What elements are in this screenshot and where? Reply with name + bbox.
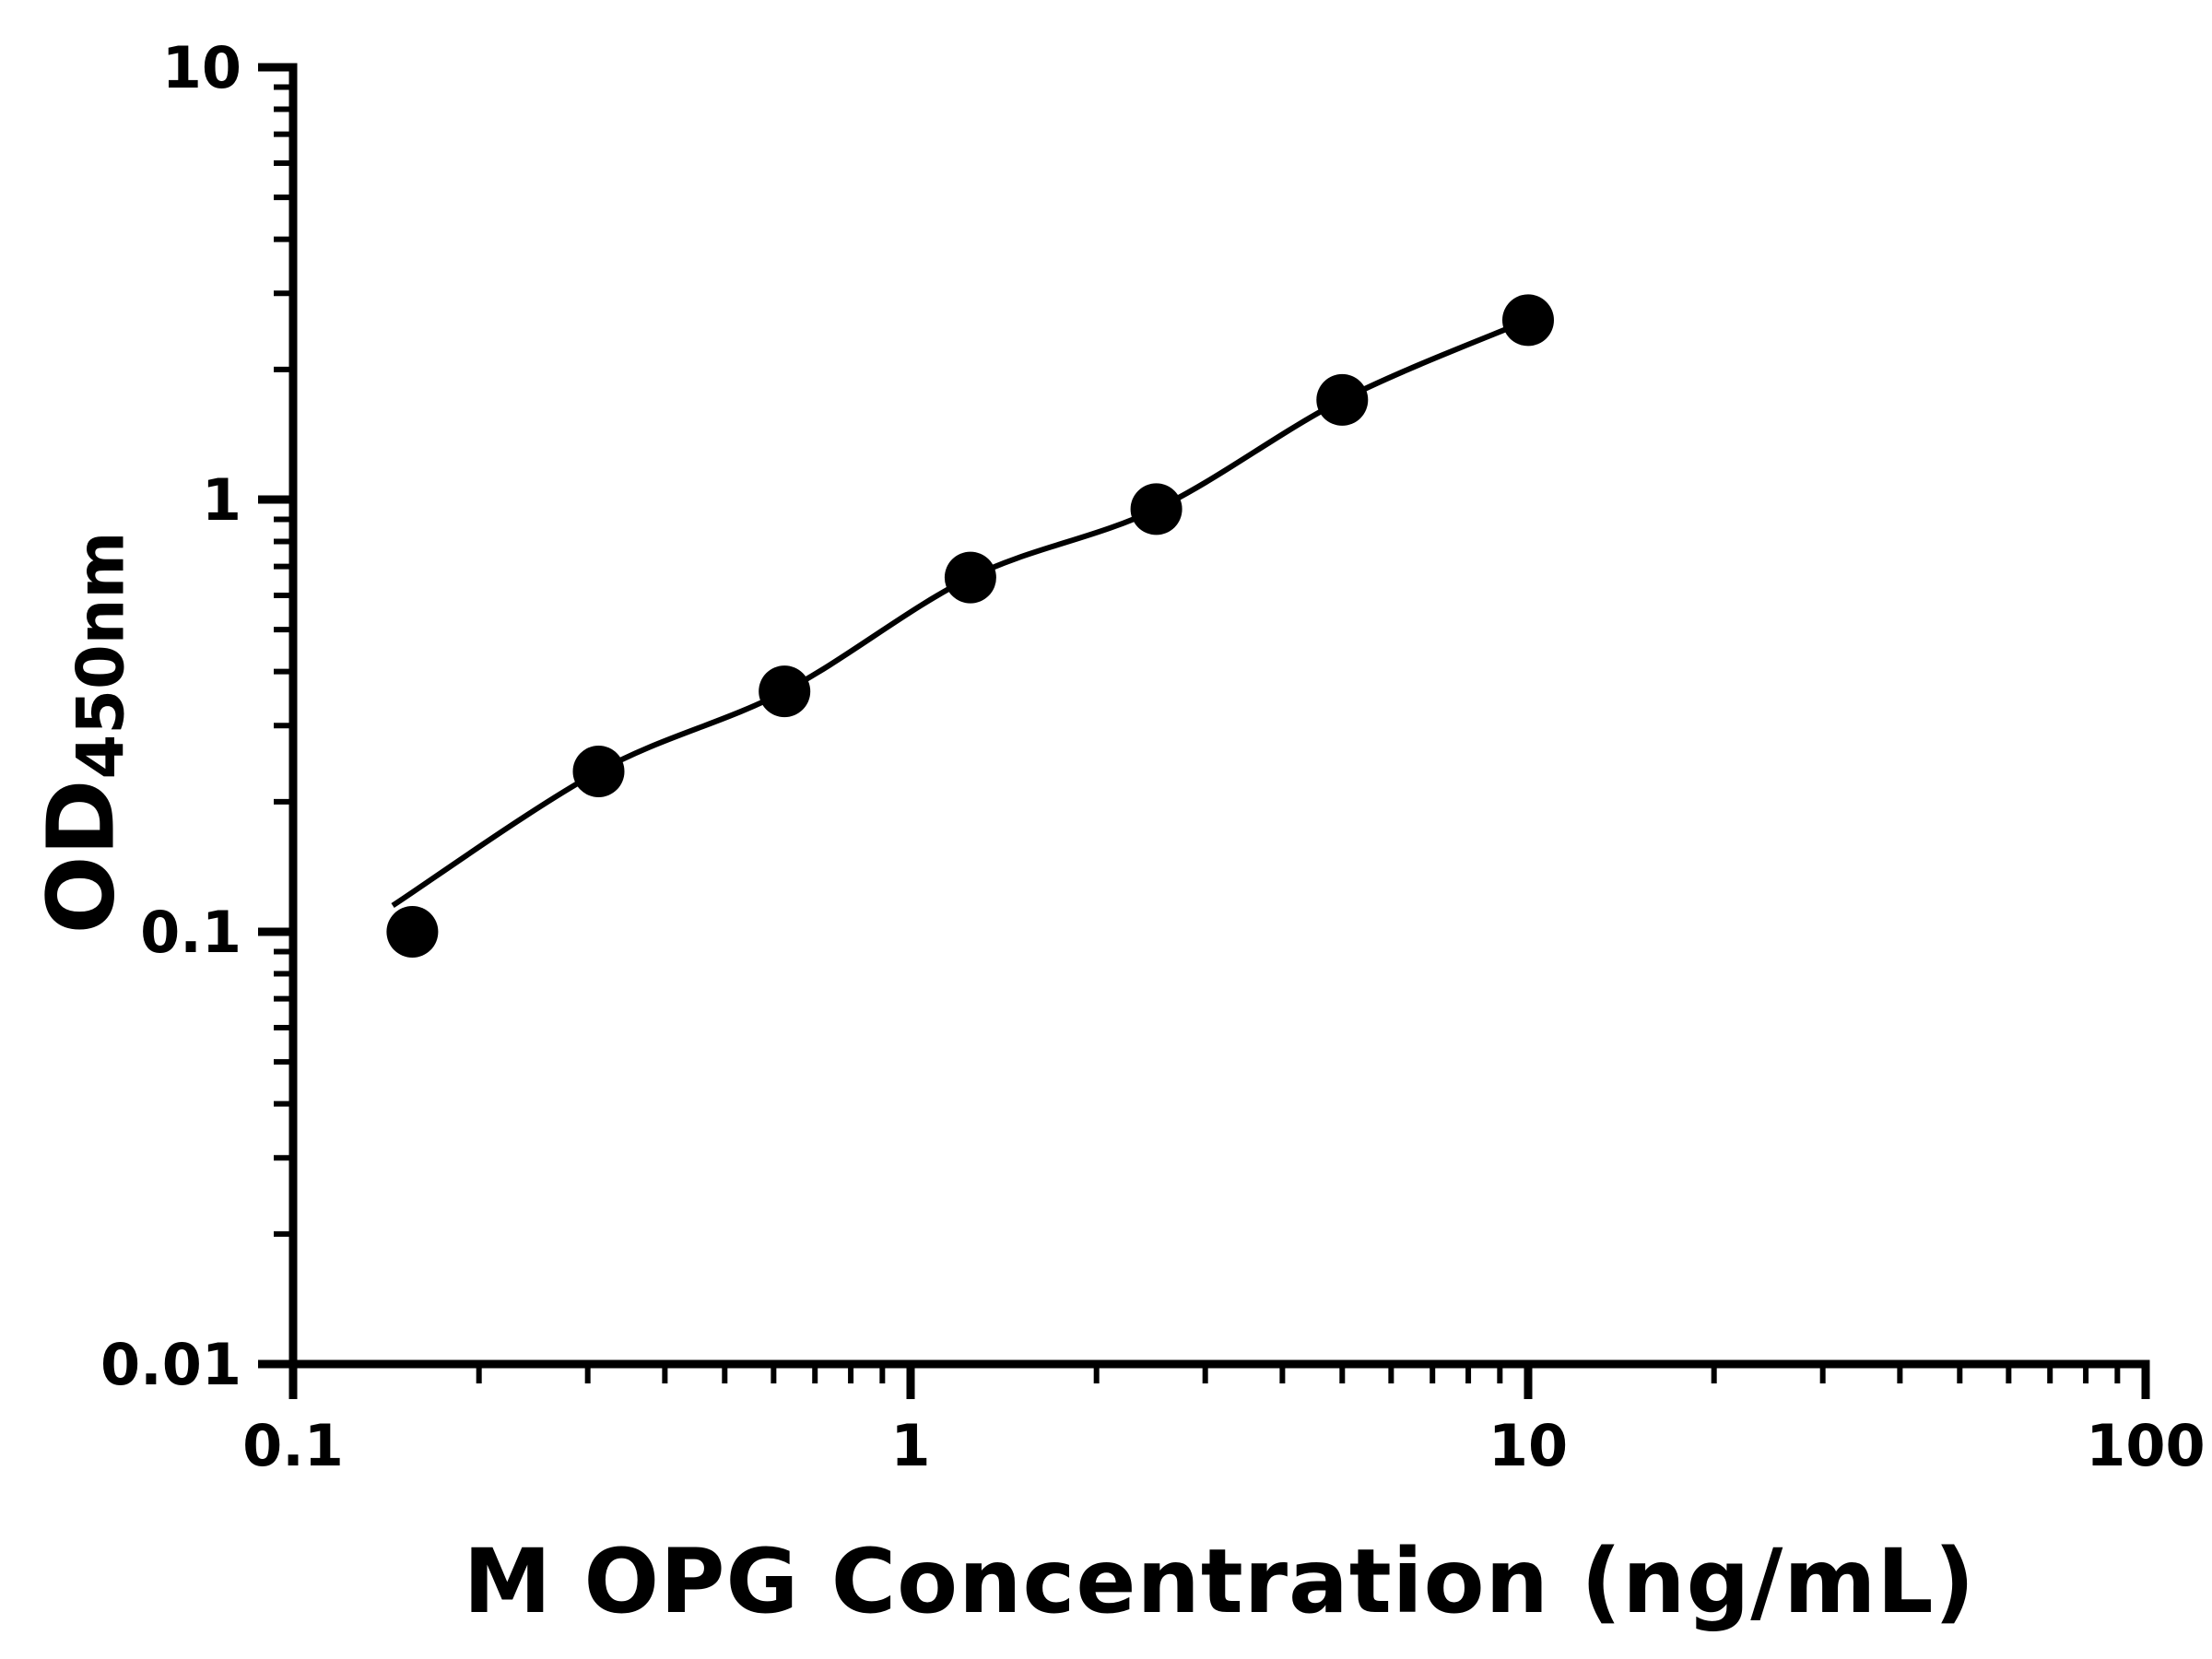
data-point	[572, 746, 625, 797]
y-tick-label: 0.01	[100, 1331, 241, 1398]
y-axis-title-main: OD	[27, 779, 135, 935]
x-axis-title: M OPG Concentration (ng/mL)	[463, 1530, 1976, 1633]
y-axis-title: OD450nm	[27, 532, 139, 935]
data-point	[759, 665, 811, 718]
data-point	[944, 551, 996, 604]
data-point	[1502, 294, 1554, 347]
x-tick-label: 0.1	[242, 1412, 344, 1479]
data-point	[386, 906, 439, 958]
x-tick-label: 100	[2086, 1412, 2205, 1479]
y-tick-label: 0.1	[140, 899, 241, 966]
y-tick-label: 10	[162, 34, 241, 101]
x-tick-label: 10	[1488, 1412, 1568, 1479]
x-tick-label: 1	[890, 1412, 930, 1479]
y-axis-title-subscript: 450nm	[63, 531, 139, 780]
data-point	[1316, 373, 1369, 426]
data-point	[1130, 483, 1182, 535]
y-tick-label: 1	[202, 466, 241, 534]
